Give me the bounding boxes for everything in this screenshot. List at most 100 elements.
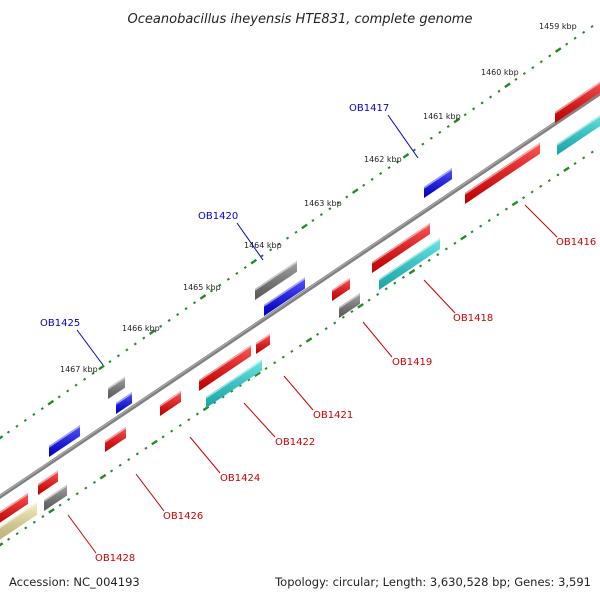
gene-OB1424-shading (160, 390, 181, 416)
gene-OB1424[interactable] (159, 390, 182, 416)
outer-minor-tick (362, 183, 366, 187)
inner-minor-tick (556, 173, 560, 177)
gene-label-OB1417[interactable]: OB1417 (349, 103, 389, 114)
gene-label-OB1416[interactable]: OB1416 (556, 237, 596, 248)
genome-backbone (0, 90, 600, 500)
gene-OB1425b-highlight (115, 392, 133, 405)
outer-major-tick (199, 294, 207, 300)
map-title: Oceanobacillus iheyensis HTE831, complet… (128, 12, 473, 27)
kbp-tick-labels: 1459 kbp 1460 kbp 1461 kbp 1462 kbp 1463… (60, 22, 577, 374)
leader-OB1421 (283, 375, 314, 411)
outer-minor-tick (539, 60, 543, 64)
outer-minor-tick (522, 72, 526, 76)
outer-minor-tick (269, 248, 273, 252)
outer-minor-tick (328, 207, 332, 211)
gene-feature-yellow-bottom[interactable] (0, 501, 38, 543)
inner-minor-tick (470, 230, 474, 234)
outer-minor-tick (277, 242, 281, 246)
inner-minor-tick (444, 247, 448, 251)
gene-label-OB1425[interactable]: OB1425 (40, 318, 80, 329)
gene-OB1420b[interactable] (263, 277, 306, 316)
outer-minor-tick (446, 124, 450, 128)
gene-OB1425b[interactable] (115, 392, 133, 414)
inner-minor-tick (238, 384, 242, 388)
outer-minor-tick (159, 324, 163, 328)
gene-OB1419b-shading (339, 292, 360, 318)
gene-OB1422-highlight (198, 345, 252, 382)
gene-feature-red-bottom[interactable] (0, 492, 29, 526)
leader-OB1426 (135, 473, 165, 512)
gene-OB1426-shading (105, 426, 126, 452)
outer-minor-tick (573, 36, 577, 40)
gene-OB1428b[interactable] (43, 484, 68, 511)
inner-minor-tick (341, 315, 345, 319)
gene-OB1420-shading (255, 260, 297, 300)
inner-minor-tick (504, 207, 508, 211)
inner-major-tick (563, 166, 570, 172)
gene-OB1426[interactable] (104, 426, 127, 452)
gene-OB1418[interactable] (371, 223, 431, 273)
gene-feature-yellow-bottom-highlight (0, 502, 38, 529)
leader-OB1428 (67, 514, 97, 554)
gene-OB1417[interactable] (423, 168, 453, 198)
gene-OB1422b[interactable] (205, 359, 263, 408)
gene-OB1420-highlight (254, 261, 298, 291)
gene-feature-red-edge[interactable] (554, 78, 600, 123)
inner-minor-tick (393, 281, 397, 285)
gene-OB1418-shading (372, 223, 430, 273)
outer-minor-tick (167, 318, 171, 322)
gene-OB1422[interactable] (198, 345, 252, 391)
gene-feature-red-bottom-highlight (0, 493, 29, 514)
gene-label-OB1428[interactable]: OB1428 (95, 553, 135, 564)
gene-OB1425[interactable] (107, 376, 126, 399)
gene-label-OB1420[interactable]: OB1420 (198, 211, 238, 222)
gene-OB1419[interactable] (331, 277, 351, 301)
inner-minor-tick (187, 418, 191, 422)
kbp-label-1467: 1467 kbp (60, 365, 98, 374)
inner-major-tick (305, 337, 313, 343)
gene-label-OB1418[interactable]: OB1418 (453, 313, 493, 324)
gene-OB1428[interactable] (37, 470, 59, 495)
inner-minor-tick (84, 486, 88, 490)
outer-minor-tick (548, 54, 552, 58)
outer-minor-tick (125, 348, 129, 352)
outer-minor-tick (260, 254, 264, 258)
gene-OB1418b[interactable] (378, 238, 441, 290)
gene-label-OB1419[interactable]: OB1419 (392, 357, 432, 368)
gene-OB1420b-shading (264, 277, 305, 316)
inner-minor-tick (178, 423, 182, 427)
gene-OB1416[interactable] (464, 142, 541, 204)
gene-OB1425-shading (108, 376, 125, 399)
leader-OB1424 (189, 436, 221, 474)
outer-minor-tick (294, 230, 298, 234)
inner-major-tick (357, 303, 364, 309)
gene-OB1428b-highlight (43, 484, 68, 502)
gene-OB1421-shading (256, 333, 270, 354)
inner-minor-tick (170, 429, 174, 433)
inner-minor-tick (453, 241, 457, 245)
gene-feature-cyan-edge[interactable] (556, 112, 600, 155)
gene-label-OB1421[interactable]: OB1421 (313, 410, 353, 421)
gene-label-OB1422[interactable]: OB1422 (275, 437, 315, 448)
gene-label-OB1426[interactable]: OB1426 (163, 511, 203, 522)
outer-minor-tick (116, 354, 120, 358)
gene-OB1421[interactable] (255, 333, 271, 354)
inner-minor-tick (135, 452, 139, 456)
gene-feature-blue-left[interactable] (48, 425, 81, 457)
outer-minor-tick (218, 283, 222, 287)
inner-major-tick (99, 473, 107, 480)
inner-minor-tick (479, 224, 483, 228)
gene-OB1422b-highlight (205, 359, 263, 399)
gene-label-OB1424[interactable]: OB1424 (220, 473, 260, 484)
outer-major-tick (504, 82, 511, 89)
gene-OB1419b[interactable] (338, 292, 361, 318)
gene-OB1420[interactable] (254, 260, 298, 300)
inner-minor-tick (582, 156, 586, 160)
outer-minor-tick (286, 236, 290, 240)
outer-minor-tick (582, 30, 586, 34)
outer-major-tick (554, 47, 562, 53)
gene-OB1420b-highlight (263, 277, 306, 307)
outer-minor-tick (395, 160, 400, 164)
outer-major-tick (351, 188, 359, 194)
